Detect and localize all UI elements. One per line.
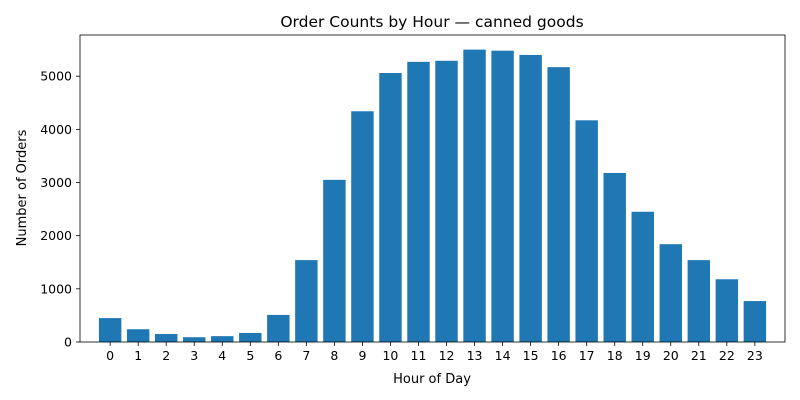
bar-hour-22 bbox=[715, 279, 739, 342]
bar-hour-19 bbox=[631, 211, 654, 342]
x-tick-label: 10 bbox=[382, 348, 398, 363]
bar-hour-16 bbox=[547, 67, 570, 342]
x-tick-label: 19 bbox=[635, 348, 651, 363]
bar-hour-20 bbox=[659, 244, 682, 342]
bar-hour-8 bbox=[323, 179, 346, 342]
bar-hour-0 bbox=[98, 318, 122, 342]
x-tick-label: 3 bbox=[190, 348, 198, 363]
y-axis: 0 1000 2000 3000 4000 5000 bbox=[40, 69, 80, 350]
y-tick-label: 0 bbox=[64, 335, 72, 350]
bar-hour-5 bbox=[239, 332, 262, 342]
bar-hour-18 bbox=[603, 172, 626, 342]
y-tick-label: 3000 bbox=[40, 175, 72, 190]
x-tick-label: 5 bbox=[246, 348, 254, 363]
y-tick-label: 5000 bbox=[40, 69, 72, 84]
bar-hour-23 bbox=[743, 301, 767, 342]
x-tick-label: 14 bbox=[495, 348, 511, 363]
bar-hour-4 bbox=[211, 336, 234, 342]
y-tick-label: 1000 bbox=[40, 281, 72, 296]
x-tick-label: 17 bbox=[579, 348, 595, 363]
chart-title: Order Counts by Hour — canned goods bbox=[280, 13, 583, 31]
x-tick-label: 7 bbox=[302, 348, 310, 363]
x-tick-label: 1 bbox=[134, 348, 142, 363]
x-tick-label: 22 bbox=[719, 348, 735, 363]
bar-hour-11 bbox=[407, 61, 430, 342]
bar-hour-1 bbox=[126, 329, 150, 342]
x-tick-label: 6 bbox=[274, 348, 282, 363]
x-tick-label: 11 bbox=[411, 348, 427, 363]
bar-hour-15 bbox=[519, 54, 542, 342]
bar-hour-21 bbox=[687, 260, 711, 342]
x-tick-label: 16 bbox=[551, 348, 567, 363]
x-tick-label: 8 bbox=[330, 348, 338, 363]
plot-frame bbox=[79, 34, 786, 343]
x-tick-label: 20 bbox=[663, 348, 679, 363]
x-tick-label: 4 bbox=[218, 348, 226, 363]
bar-hour-2 bbox=[154, 334, 178, 342]
x-tick-label: 9 bbox=[358, 348, 366, 363]
bar-hour-7 bbox=[295, 260, 318, 342]
x-tick-label: 0 bbox=[106, 348, 114, 363]
bar-hour-14 bbox=[491, 50, 514, 343]
x-tick-label: 21 bbox=[691, 348, 707, 363]
bar-hour-3 bbox=[183, 337, 206, 342]
x-tick-label: 13 bbox=[467, 348, 483, 363]
x-tick-label: 2 bbox=[162, 348, 170, 363]
bar-hour-9 bbox=[351, 111, 374, 342]
bar-hour-6 bbox=[267, 314, 290, 342]
x-axis-label: Hour of Day bbox=[393, 372, 471, 387]
y-tick-label: 4000 bbox=[40, 122, 72, 137]
x-tick-label: 23 bbox=[747, 348, 763, 363]
bars-group bbox=[98, 49, 767, 343]
y-axis-label: Number of Orders bbox=[15, 129, 30, 246]
bar-hour-12 bbox=[435, 60, 458, 342]
bar-hour-10 bbox=[379, 73, 402, 342]
y-tick-label: 2000 bbox=[40, 228, 72, 243]
x-axis: 0 1 2 3 4 5 6 7 8 9 10 11 12 13 14 15 16 17 18 19 20 21 22 23 bbox=[106, 342, 763, 363]
bar-hour-17 bbox=[575, 120, 598, 342]
x-tick-label: 18 bbox=[607, 348, 623, 363]
x-tick-label: 12 bbox=[439, 348, 455, 363]
bar-hour-13 bbox=[463, 49, 486, 343]
x-tick-label: 15 bbox=[523, 348, 539, 363]
